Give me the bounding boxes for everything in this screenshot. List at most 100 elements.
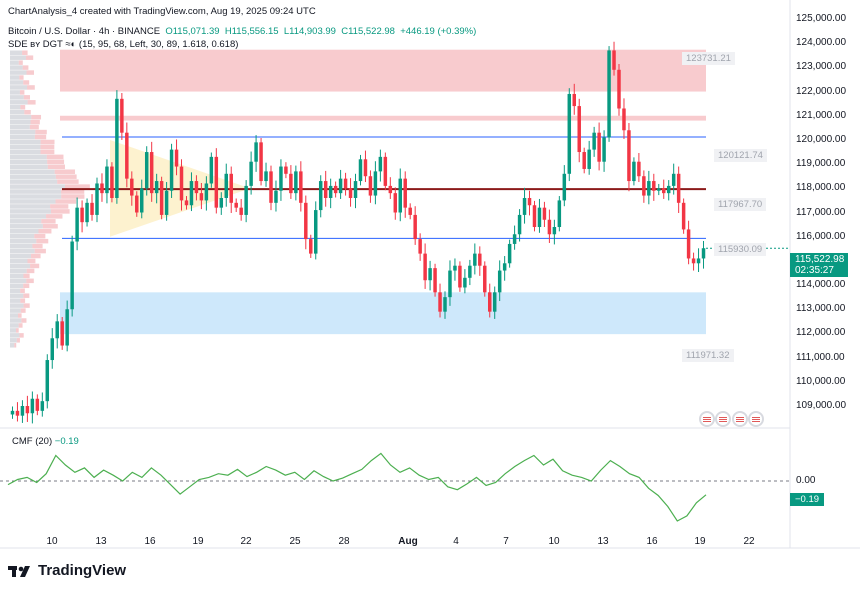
candle-body: [488, 292, 492, 312]
candle-body: [423, 253, 427, 281]
candle-body: [184, 200, 189, 206]
volume-profile-bar: [57, 179, 79, 184]
candle-body: [592, 132, 596, 150]
price-tick-label: 116,000.00: [796, 230, 846, 242]
volume-profile-bar: [27, 258, 36, 264]
candle-body: [299, 171, 303, 203]
candle-body: [348, 188, 353, 198]
volume-profile-bar: [10, 80, 24, 85]
candle-body: [403, 178, 407, 208]
candle-body: [100, 183, 104, 194]
candle-body: [562, 173, 567, 201]
candle-body: [418, 239, 422, 254]
price-tick-label: 117,000.00: [796, 206, 846, 218]
candle-body: [701, 248, 706, 259]
volume-profile-bar: [18, 60, 23, 65]
time-tick-label: Aug: [398, 536, 418, 547]
volume-profile-bar: [10, 253, 32, 259]
volume-profile-bar: [10, 228, 39, 234]
candle-body: [647, 181, 651, 196]
volume-profile-bar: [29, 124, 39, 130]
candle-body: [393, 193, 398, 213]
candle-body: [627, 130, 631, 182]
level-label-120121: 120121.74: [714, 149, 767, 162]
candle-body: [194, 181, 199, 194]
volume-profile-bar: [10, 134, 35, 140]
candle-body: [597, 132, 601, 162]
candle-body: [239, 207, 243, 215]
current-price-value: 115,522.98: [795, 254, 845, 265]
volume-profile-bar: [20, 298, 26, 303]
volume-profile-bar: [21, 318, 27, 323]
volume-profile-bar: [10, 288, 21, 293]
candle-body: [483, 265, 487, 293]
volume-profile-bar: [23, 273, 30, 279]
candle-body: [473, 253, 477, 266]
candle-body: [65, 309, 69, 346]
volume-profile-bar: [10, 169, 55, 174]
high-value: H115,556.15: [224, 26, 279, 37]
candle-body: [234, 202, 238, 208]
volume-profile-bar: [32, 243, 43, 249]
candle-body: [318, 181, 323, 211]
candle-body: [314, 210, 318, 254]
volume-profile-bar: [10, 233, 35, 239]
volume-profile-bar: [10, 60, 19, 65]
volume-profile-bar: [46, 154, 64, 160]
volume-profile-bar: [10, 174, 56, 179]
candle-body: [408, 207, 412, 215]
candle-body: [542, 207, 547, 220]
volume-profile-bar: [10, 65, 23, 70]
price-tick-label: 123,000.00: [796, 61, 847, 73]
price-tick-label: 112,000.00: [796, 327, 846, 339]
candle-body: [55, 321, 59, 339]
candle-body: [229, 173, 233, 203]
candle-body: [642, 176, 646, 196]
candle-body: [264, 171, 268, 182]
candle-body: [140, 188, 144, 213]
candle-body: [169, 149, 174, 191]
cmf-value-tag: −0.19: [790, 493, 824, 506]
volume-profile-bar: [40, 149, 55, 155]
volume-profile-bar: [40, 144, 55, 150]
volume-profile-bar: [30, 119, 40, 125]
us-flag-icon[interactable]: [748, 411, 764, 427]
candle-body: [328, 185, 333, 198]
volume-profile-bar: [35, 129, 47, 135]
volume-profile-bar: [38, 228, 52, 234]
volume-profile-bar: [17, 313, 22, 318]
tradingview-logo[interactable]: TradingView: [8, 562, 126, 579]
candle-body: [448, 270, 452, 298]
candle-body: [159, 181, 164, 215]
us-flag-icon[interactable]: [732, 411, 748, 427]
candle-body: [323, 181, 328, 198]
candle-body: [468, 265, 472, 278]
candle-body: [602, 137, 606, 162]
volume-profile-bar: [30, 263, 40, 269]
candle-body: [368, 176, 373, 196]
candle-body: [478, 253, 482, 266]
candle-body: [607, 50, 611, 138]
volume-profile-bar: [34, 134, 47, 140]
us-flag-icon[interactable]: [715, 411, 731, 427]
volume-profile-bar: [10, 184, 65, 189]
volume-profile-bar: [31, 253, 41, 259]
volume-profile-bar: [40, 139, 55, 145]
candle-body: [120, 98, 124, 133]
candle-body: [552, 227, 557, 235]
zone-support: [60, 292, 706, 335]
candle-body: [189, 181, 194, 206]
current-price-tag: 115,522.98 02:35:27: [790, 253, 848, 277]
volume-profile-bar: [34, 248, 46, 254]
candle-body: [343, 178, 348, 189]
change-value: +446.19 (+0.39%): [400, 26, 477, 37]
candle-body: [358, 159, 363, 182]
candle-body: [507, 243, 512, 264]
us-flag-icon[interactable]: [699, 411, 715, 427]
open-value: O115,071.39: [165, 26, 220, 37]
volume-profile-bar: [10, 189, 62, 194]
cmf-zero-label: 0.00: [796, 475, 816, 486]
volume-profile-bar: [20, 308, 26, 313]
volume-profile-bar: [31, 114, 42, 120]
